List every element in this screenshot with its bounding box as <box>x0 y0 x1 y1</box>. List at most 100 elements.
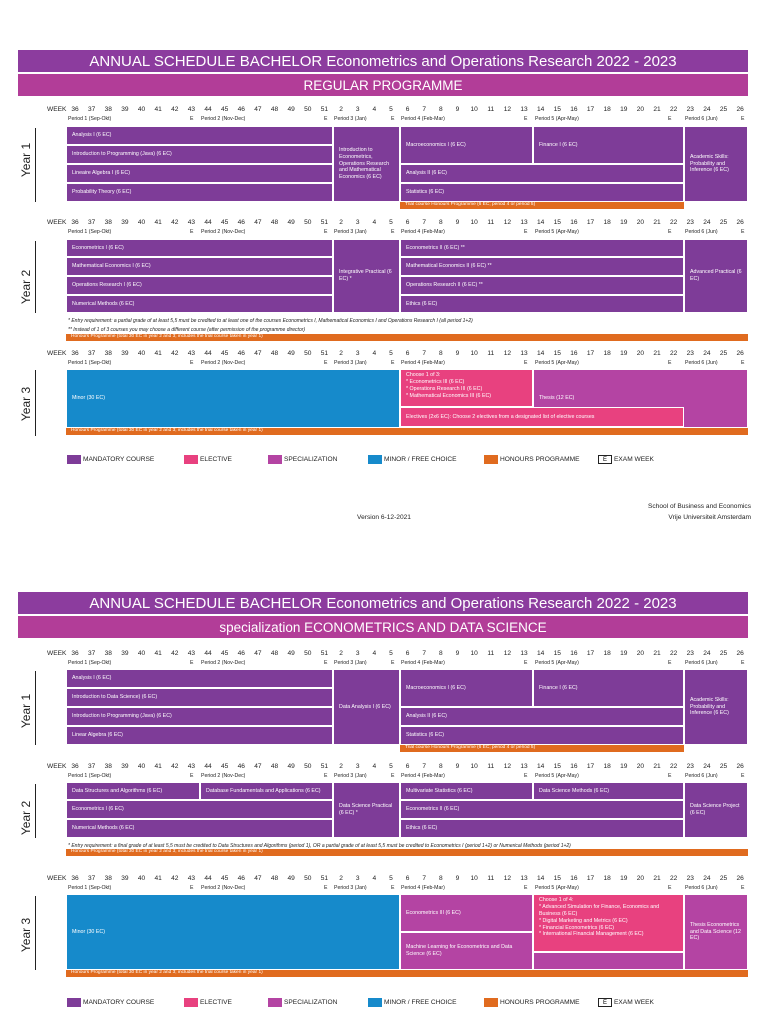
week-number: 42 <box>171 219 179 226</box>
week-number: 39 <box>121 763 129 770</box>
legend-swatch <box>184 998 198 1007</box>
exam-mark: E <box>668 660 672 666</box>
year-line <box>35 241 36 313</box>
week-number: 26 <box>736 875 744 882</box>
course-block: Analysis I (6 EC) <box>66 126 333 145</box>
exam-mark: E <box>524 116 528 122</box>
week-number: 40 <box>137 350 146 357</box>
week-number: 41 <box>154 350 162 357</box>
course-line: Choose 1 of 4: <box>539 897 574 903</box>
exam-mark: E <box>324 885 328 891</box>
week-number: 7 <box>422 106 427 113</box>
week-number: 16 <box>570 106 578 113</box>
week-number: 3 <box>355 763 360 770</box>
course-block: Data Science Practical (6 EC) * <box>333 782 400 838</box>
week-number: 10 <box>470 219 478 226</box>
period-label: Period 3 (Jan) <box>334 773 367 779</box>
week-number: 38 <box>104 350 112 357</box>
week-number: 13 <box>520 350 528 357</box>
year-label: Year 3 <box>19 917 33 953</box>
period-label: Period 3 (Jan) <box>334 229 367 235</box>
week-number: 17 <box>586 106 595 113</box>
week-number: 3 <box>355 875 360 882</box>
period-label: Period 1 (Sep-Okt) <box>68 116 112 122</box>
version: Version 6-12-2021 <box>357 514 411 521</box>
week-label: WEEK <box>47 875 67 882</box>
year-line <box>35 671 36 745</box>
exam-mark: E <box>391 360 395 366</box>
course-block: Econometrics II (6 EC) ** <box>400 239 684 257</box>
exam-mark: E <box>741 885 745 891</box>
week-number: 10 <box>470 650 478 657</box>
week-number: 22 <box>670 875 678 882</box>
exam-mark: E <box>668 885 672 891</box>
week-number: 21 <box>653 763 661 770</box>
week-number: 51 <box>320 875 329 882</box>
week-number: 47 <box>254 219 262 226</box>
week-number: 22 <box>670 106 678 113</box>
course-block: Probability Theory (6 EC) <box>66 183 333 202</box>
week-number: 26 <box>736 106 744 113</box>
week-number: 48 <box>270 650 279 657</box>
week-number: 41 <box>154 650 162 657</box>
week-number: 39 <box>121 875 129 882</box>
week-number: 16 <box>570 219 578 226</box>
week-number: 50 <box>304 763 312 770</box>
week-number: 46 <box>237 763 245 770</box>
legend-label: SPECIALIZATION <box>284 999 338 1006</box>
week-number: 41 <box>154 763 162 770</box>
week-number: 23 <box>686 875 694 882</box>
week-number: 22 <box>670 763 678 770</box>
week-number: 17 <box>586 650 595 657</box>
course-block: Honours Programme (total 30 EC in year 2… <box>66 970 748 977</box>
legend-swatch <box>268 455 282 464</box>
legend-label: HONOURS PROGRAMME <box>500 456 580 463</box>
legend-swatch <box>268 998 282 1007</box>
course-block: Numerical Methods (6 EC) <box>66 819 333 838</box>
course-block: Mathematical Economics II (6 EC) ** <box>400 257 684 276</box>
week-label: WEEK <box>47 650 67 657</box>
week-number: 5 <box>389 875 393 882</box>
week-number: 36 <box>71 106 79 113</box>
period-label: Period 3 (Jan) <box>334 116 367 122</box>
period-label: Period 4 (Feb-Mar) <box>401 116 445 122</box>
course-block: Data Science Project (6 EC) <box>684 782 748 838</box>
week-number: 20 <box>636 763 645 770</box>
exam-mark: E <box>741 360 745 366</box>
exam-mark: E <box>668 360 672 366</box>
week-number: 50 <box>304 219 312 226</box>
week-number: 19 <box>620 875 628 882</box>
week-number: 42 <box>171 875 179 882</box>
title-bar: ANNUAL SCHEDULE BACHELOR Econometrics an… <box>18 50 748 72</box>
week-number: 21 <box>653 219 661 226</box>
week-number: 43 <box>187 763 196 770</box>
course-block: Choose 1 of 3: * Econometrics III (6 EC) *… <box>400 369 533 407</box>
course-block: Academic Skills: Probability and Inferen… <box>684 126 748 202</box>
week-number: 40 <box>137 219 146 226</box>
week-number: 21 <box>653 875 661 882</box>
week-number: 12 <box>503 650 512 657</box>
exam-mark: E <box>190 360 194 366</box>
exam-mark: E <box>324 116 328 122</box>
exam-mark: E <box>190 885 194 891</box>
course-line: * Mathematical Economics III (6 EC) <box>406 392 492 399</box>
week-number: 18 <box>603 650 611 657</box>
week-number: 36 <box>71 763 79 770</box>
week-number: 43 <box>187 219 196 226</box>
subtitle-bar: specialization ECONOMETRICS AND DATA SCI… <box>18 616 748 638</box>
week-number: 37 <box>87 650 96 657</box>
period-label: Period 5 (Apr-May) <box>535 885 579 891</box>
legend-swatch <box>67 998 81 1007</box>
week-number: 20 <box>636 219 645 226</box>
exam-mark: E <box>524 360 528 366</box>
week-number: 11 <box>487 106 495 113</box>
week-number: 18 <box>603 763 611 770</box>
course-block: Thesis Econometrics and Data Science (12… <box>684 894 748 970</box>
week-number: 21 <box>653 650 661 657</box>
week-number: 12 <box>503 219 512 226</box>
week-number: 49 <box>287 650 295 657</box>
week-number: 37 <box>87 763 96 770</box>
week-number: 44 <box>204 350 212 357</box>
week-number: 3 <box>355 650 360 657</box>
